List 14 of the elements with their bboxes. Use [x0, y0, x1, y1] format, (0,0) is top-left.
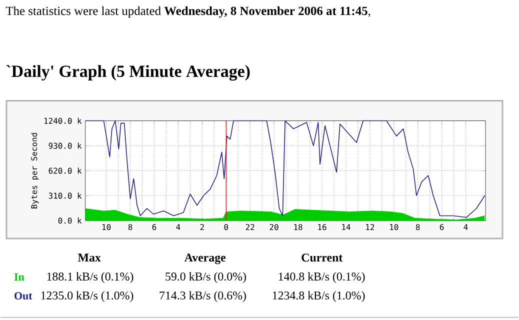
- text: 1234.8 kB/s (1.0%): [272, 290, 365, 302]
- text: Out: [14, 292, 32, 300]
- text: Current: [302, 253, 343, 262]
- text: 188.1 kB/s (0.1%): [47, 272, 134, 283]
- text: Average: [184, 253, 226, 264]
- text: In: [14, 273, 24, 280]
- chart-title: `Daily' Graph (5 Minute Average): [6, 64, 250, 80]
- text: 1235.0 kB/s (1.0%): [41, 290, 134, 302]
- chart-subtitle: The statistics were last updated Wednesday, 8 November 2006 at 11:45,: [6, 6, 370, 18]
- text: 59.0 kB/s (0.0%): [166, 272, 246, 283]
- text: 714.3 kB/s (0.6%): [160, 290, 246, 302]
- text: Max: [78, 253, 101, 262]
- text: 140.8 kB/s (0.1%): [278, 272, 365, 283]
- line-series: [84, 120, 486, 218]
